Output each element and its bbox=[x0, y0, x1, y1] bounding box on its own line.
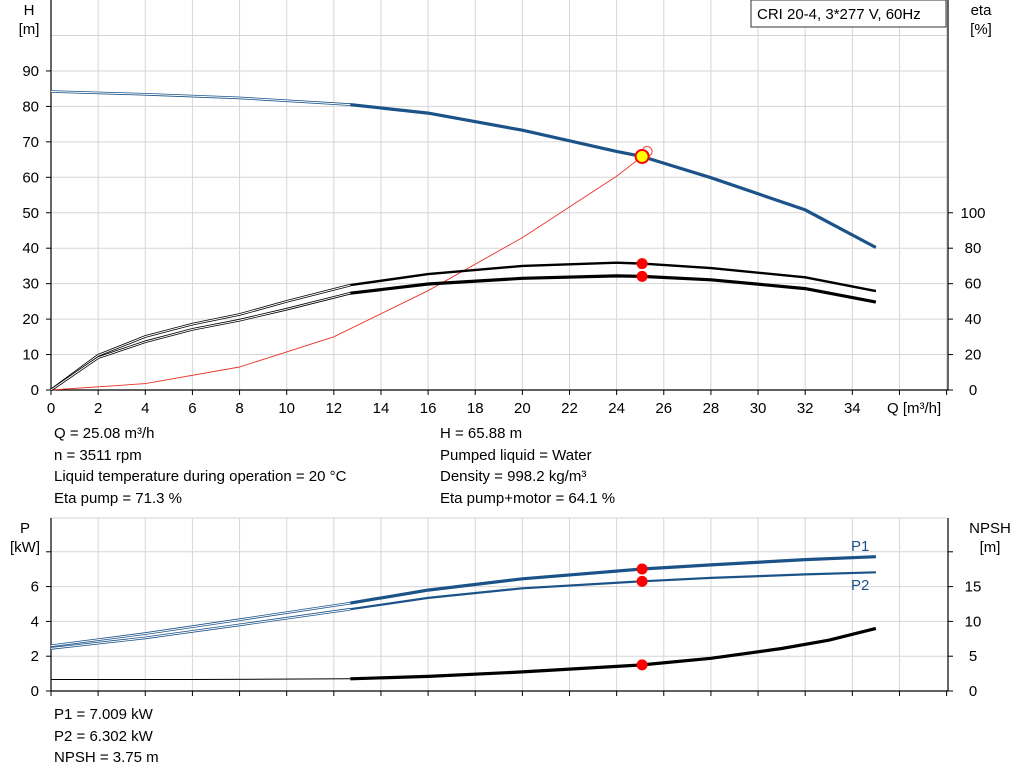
x-tick-label: 26 bbox=[655, 400, 672, 417]
operating-point-1 bbox=[636, 575, 648, 587]
y-right-label: eta bbox=[971, 2, 993, 19]
y-right-tick-label: 60 bbox=[965, 276, 982, 293]
curve-H-extended-outline bbox=[50, 90, 351, 106]
x-tick-label: 8 bbox=[235, 400, 243, 417]
curve-eta_pump bbox=[350, 261, 877, 293]
curve-H-extended-core bbox=[50, 91, 351, 106]
curve-P2-extended-core bbox=[50, 608, 351, 649]
y-right-tick-label: 10 bbox=[965, 613, 982, 630]
y-left-tick-label: 20 bbox=[22, 311, 39, 328]
y-left-tick-label: 4 bbox=[31, 613, 39, 630]
curve-P1 bbox=[350, 555, 876, 605]
x-tick-label: 10 bbox=[278, 400, 295, 417]
y-left-tick-label: 80 bbox=[22, 98, 39, 115]
y-right-label: NPSH bbox=[969, 520, 1011, 537]
title-box bbox=[750, 0, 947, 28]
x-tick-label: 14 bbox=[373, 400, 390, 417]
y-left-tick-label: 10 bbox=[22, 347, 39, 364]
x-tick-label: 22 bbox=[561, 400, 578, 417]
operating-point-head bbox=[634, 148, 650, 164]
y-left-label: P bbox=[20, 520, 30, 537]
y-right-tick-label: 0 bbox=[969, 683, 977, 700]
head-efficiency-chart: 0 2 4 6 8 10 12 14 16 18 20 22 24 26 28 30 32 34010203040… bbox=[19, 0, 993, 417]
y-right-tick-label: 0 bbox=[969, 382, 977, 399]
info-q: Q = 25.08 m³/h bbox=[54, 425, 155, 442]
y-left-tick-label: 70 bbox=[22, 134, 39, 151]
curve-NPSH-extended bbox=[51, 678, 351, 680]
x-axis-label: Q [m³/h] bbox=[887, 400, 941, 417]
y-left-unit: [m] bbox=[19, 21, 40, 38]
x-tick-label: 12 bbox=[325, 400, 342, 417]
y-left-tick-label: 2 bbox=[31, 648, 39, 665]
x-tick-label: 28 bbox=[703, 400, 720, 417]
x-tick-label: 2 bbox=[94, 400, 102, 417]
curve-eta_pump_motor bbox=[350, 274, 877, 304]
x-tick-label: 6 bbox=[188, 400, 196, 417]
info-liquid-temperature: Liquid temperature during operation = 20… bbox=[54, 468, 347, 485]
y-left-tick-label: 50 bbox=[22, 205, 39, 222]
operating-point-1 bbox=[636, 258, 648, 270]
curve-P1-extended-core bbox=[50, 602, 351, 647]
y-right-unit: [%] bbox=[970, 21, 992, 38]
info-eta-pump: Eta pump = 71.3 % bbox=[54, 489, 182, 507]
series-label-p1: P1 bbox=[851, 538, 869, 555]
power-npsh-chart: 0 2 4 6 0 5 10 15 P [kW] NPSH [m] P1 P2 bbox=[10, 517, 1011, 700]
curve-NPSH bbox=[350, 626, 877, 681]
y-left-tick-label: 6 bbox=[31, 579, 39, 596]
y-left-unit: [kW] bbox=[10, 539, 40, 556]
operating-point-0 bbox=[636, 563, 648, 575]
y-left-tick-label: 0 bbox=[31, 683, 39, 700]
y-right-tick-label: 80 bbox=[965, 240, 982, 257]
operating-point-2 bbox=[636, 270, 648, 282]
y-right-tick-label: 100 bbox=[960, 205, 985, 222]
curve-eta_pump_motor-extended-outline bbox=[50, 291, 351, 392]
x-tick-label: 0 bbox=[47, 400, 55, 417]
info-pumped-liquid: Pumped liquid = Water bbox=[440, 446, 592, 464]
y-right-tick-label: 40 bbox=[965, 311, 982, 328]
info-npsh: NPSH = 3.75 m bbox=[54, 749, 159, 766]
x-tick-label: 18 bbox=[467, 400, 484, 417]
x-tick-label: 34 bbox=[844, 400, 861, 417]
x-tick-label: 16 bbox=[420, 400, 437, 417]
info-h: H = 65.88 m bbox=[440, 425, 523, 442]
x-tick-label: 4 bbox=[141, 400, 149, 417]
x-tick-label: 20 bbox=[514, 400, 531, 417]
info-top-left: Q = 25.08 m³/h n = 3511 rpm Liquid tempe… bbox=[54, 423, 346, 509]
y-left-tick-label: 60 bbox=[22, 169, 39, 186]
y-right-tick-label: 5 bbox=[969, 648, 977, 665]
y-right-tick-label: 20 bbox=[965, 347, 982, 364]
y-left-tick-label: 30 bbox=[22, 276, 39, 293]
operating-point-2 bbox=[636, 659, 648, 671]
x-tick-label: 30 bbox=[750, 400, 767, 417]
y-left-tick-label: 0 bbox=[31, 382, 39, 399]
y-left-tick-label: 90 bbox=[22, 63, 39, 80]
curve-eta_pump-extended-core bbox=[50, 284, 351, 391]
series-label-p2: P2 bbox=[851, 577, 869, 594]
x-tick-label: 24 bbox=[608, 400, 625, 417]
curve-eta_pump_motor-extended-core bbox=[50, 292, 351, 391]
info-bottom: P1 = 7.009 kW P2 = 6.302 kW NPSH = 3.75 … bbox=[54, 704, 159, 769]
info-top-right: H = 65.88 m Pumped liquid = Water Densit… bbox=[440, 423, 615, 509]
info-eta-pump-motor: Eta pump+motor = 64.1 % bbox=[440, 489, 616, 507]
y-right-tick-label: 15 bbox=[965, 579, 982, 596]
info-p1: P1 = 7.009 kW bbox=[54, 706, 153, 723]
chart-title: CRI 20-4, 3*277 V, 60Hz bbox=[757, 6, 921, 23]
y-left-label: H bbox=[24, 2, 35, 19]
info-p2: P2 = 6.302 kW bbox=[54, 727, 153, 745]
info-density: Density = 998.2 kg/m³ bbox=[440, 468, 587, 485]
y-left-tick-label: 40 bbox=[22, 240, 39, 257]
x-tick-label: 32 bbox=[797, 400, 814, 417]
curve-system_curve bbox=[50, 156, 643, 391]
info-n: n = 3511 rpm bbox=[54, 446, 142, 464]
y-right-unit: [m] bbox=[980, 539, 1001, 556]
curve-H bbox=[350, 103, 877, 249]
